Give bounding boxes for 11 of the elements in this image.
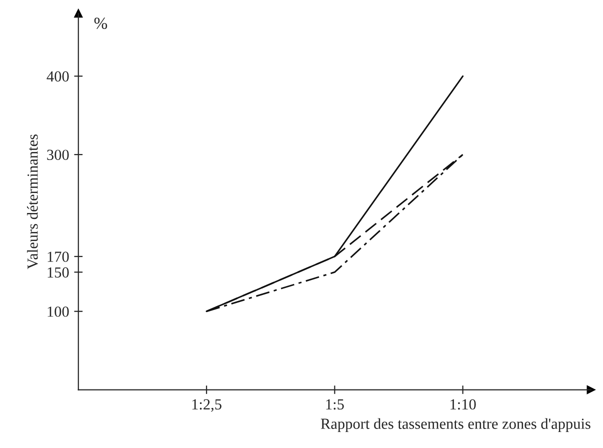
x-tick-label: 1:10 bbox=[450, 399, 476, 410]
y-tick-label: 100 bbox=[48, 306, 69, 317]
annotation: % bbox=[94, 18, 108, 29]
y-axis-title: Valeurs déterminantes bbox=[27, 134, 38, 270]
y-tick-label: 300 bbox=[47, 150, 69, 160]
x-tick-label: 1:5 bbox=[326, 399, 344, 410]
x-axis-title: Rapport des tassements entre zones d'appuis bbox=[320, 418, 590, 432]
x-tick-label: 1:2,5 bbox=[192, 399, 222, 412]
y-tick-label: 400 bbox=[46, 71, 69, 82]
y-tick-label: 170 bbox=[48, 252, 69, 262]
y-tick-label: 150 bbox=[48, 267, 69, 278]
